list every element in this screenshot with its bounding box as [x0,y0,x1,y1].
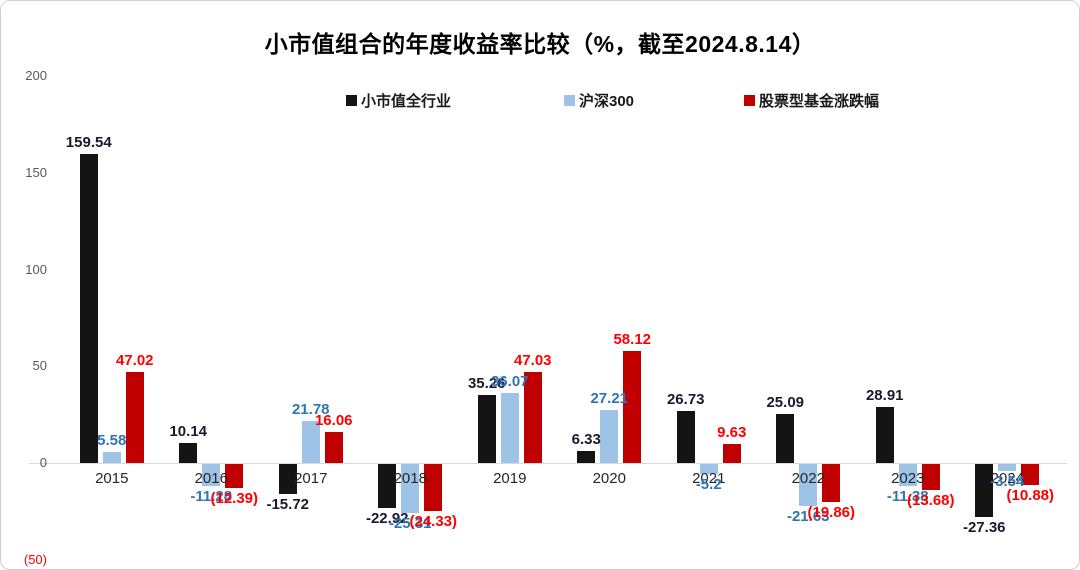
bar-小市值全行业-2024 [975,464,994,517]
value-label-沪深300-2018: -25.31 [388,514,432,532]
legend-swatch-small-cap-icon [346,95,357,106]
bar-小市值全行业-2018 [378,464,397,509]
value-label-股票型基金涨跌幅-2015: 47.02 [115,352,154,370]
bar-小市值全行业-2015 [79,154,98,463]
bar-股票型基金涨跌幅-2017 [324,431,343,463]
value-label-股票型基金涨跌幅-2017: 16.06 [314,411,353,429]
bar-沪深300-2019 [500,393,519,463]
value-label-小市值全行业-2018: -22.92 [365,510,409,528]
bar-股票型基金涨跌幅-2015 [125,372,144,463]
value-label-股票型基金涨跌幅-2023: (13.68) [906,492,955,510]
bar-沪深300-2017 [301,420,320,463]
legend-swatch-csi300-icon [564,95,575,106]
value-label-股票型基金涨跌幅-2018: (24.33) [409,513,458,531]
x-axis-label-2021: 2021 [692,470,726,487]
value-label-沪深300-2016: -11.28 [190,487,233,505]
value-label-沪深300-2023: -11.38 [886,488,929,506]
y-axis-tick: 200 [25,68,47,83]
x-axis-label-2022: 2022 [791,470,825,487]
bar-沪深300-2020 [600,410,619,463]
legend-label-csi300: 沪深300 [579,93,635,110]
legend-item-csi300: 沪深300 [564,90,634,111]
value-label-小市值全行业-2024: -27.36 [962,518,1006,536]
bar-股票型基金涨跌幅-2019 [523,371,542,463]
value-label-小市值全行业-2019: 35.26 [467,374,506,392]
value-label-沪深300-2015: 5.58 [97,432,127,450]
value-label-沪深300-2022: -21.63 [786,507,830,525]
bar-股票型基金涨跌幅-2023 [921,464,940,491]
value-label-小市值全行业-2023: 28.91 [865,387,904,405]
value-label-股票型基金涨跌幅-2019: 47.03 [513,351,552,369]
legend-label-small-cap: 小市值全行业 [361,93,452,110]
value-label-股票型基金涨跌幅-2022: (19.86) [807,504,856,522]
y-axis-tick: (50) [23,551,47,567]
x-axis-label-2015: 2015 [95,470,129,487]
x-axis-label-2018: 2018 [393,470,427,487]
bar-股票型基金涨跌幅-2020 [623,350,642,463]
bar-沪深300-2024 [998,464,1017,471]
bar-小市值全行业-2022 [776,414,795,463]
value-label-小市值全行业-2022: 25.09 [766,394,805,412]
value-label-沪深300-2017: 21.78 [291,400,330,418]
value-label-小市值全行业-2020: 6.33 [571,430,601,448]
x-axis-zero-line [29,463,1067,464]
x-axis-label-2019: 2019 [493,470,527,487]
value-label-沪深300-2019: 36.07 [490,373,529,391]
legend-label-equity-fund: 股票型基金涨跌幅 [759,93,880,110]
value-label-股票型基金涨跌幅-2020: 58.12 [613,330,652,348]
bar-小市值全行业-2016 [179,443,198,463]
bar-小市值全行业-2023 [875,407,894,463]
y-axis-tick: 100 [25,261,47,277]
bar-小市值全行业-2019 [477,394,496,463]
value-label-沪深300-2021: -5.2 [695,476,722,494]
bar-股票型基金涨跌幅-2022 [822,464,841,503]
bar-沪深300-2015 [102,452,121,463]
bar-沪深300-2018 [401,464,420,513]
y-axis-tick: 50 [32,358,47,374]
x-axis-label-2023: 2023 [891,470,925,487]
value-label-股票型基金涨跌幅-2021: 9.63 [717,424,747,442]
x-axis-label-2020: 2020 [592,470,626,487]
value-label-股票型基金涨跌幅-2016: (12.39) [210,489,259,507]
bar-沪深300-2021 [699,464,718,475]
y-axis-tick: 150 [25,164,47,180]
bar-股票型基金涨跌幅-2024 [1021,464,1040,486]
bar-沪深300-2016 [202,464,221,486]
legend-swatch-equity-fund-icon [744,95,755,106]
bar-沪深300-2023 [898,464,917,487]
value-label-沪深300-2020: 27.21 [590,390,629,408]
bar-小市值全行业-2021 [676,411,695,463]
bar-股票型基金涨跌幅-2018 [424,464,443,512]
value-label-股票型基金涨跌幅-2024: (10.88) [1006,487,1055,505]
x-axis-label-2017: 2017 [294,470,328,487]
value-label-小市值全行业-2015: 159.54 [65,134,112,152]
y-axis-tick: 0 [39,455,47,470]
legend-item-equity-fund: 股票型基金涨跌幅 [744,90,879,111]
x-axis-label-2024: 2024 [990,470,1024,487]
bar-小市值全行业-2020 [577,450,596,463]
value-label-沪深300-2024: -3.54 [990,472,1025,490]
bar-小市值全行业-2017 [278,464,297,495]
value-label-小市值全行业-2016: 10.14 [169,423,208,441]
bar-股票型基金涨跌幅-2016 [225,464,244,488]
bar-沪深300-2022 [799,464,818,506]
chart-title: 小市值组合的年度收益率比较（%，截至2024.8.14） [264,31,816,57]
value-label-小市值全行业-2021: 26.73 [666,391,705,409]
value-label-小市值全行业-2017: -15.72 [266,496,310,514]
x-axis-label-2016: 2016 [194,470,228,487]
legend-item-small-cap: 小市值全行业 [346,90,451,111]
bar-股票型基金涨跌幅-2021 [722,444,741,463]
